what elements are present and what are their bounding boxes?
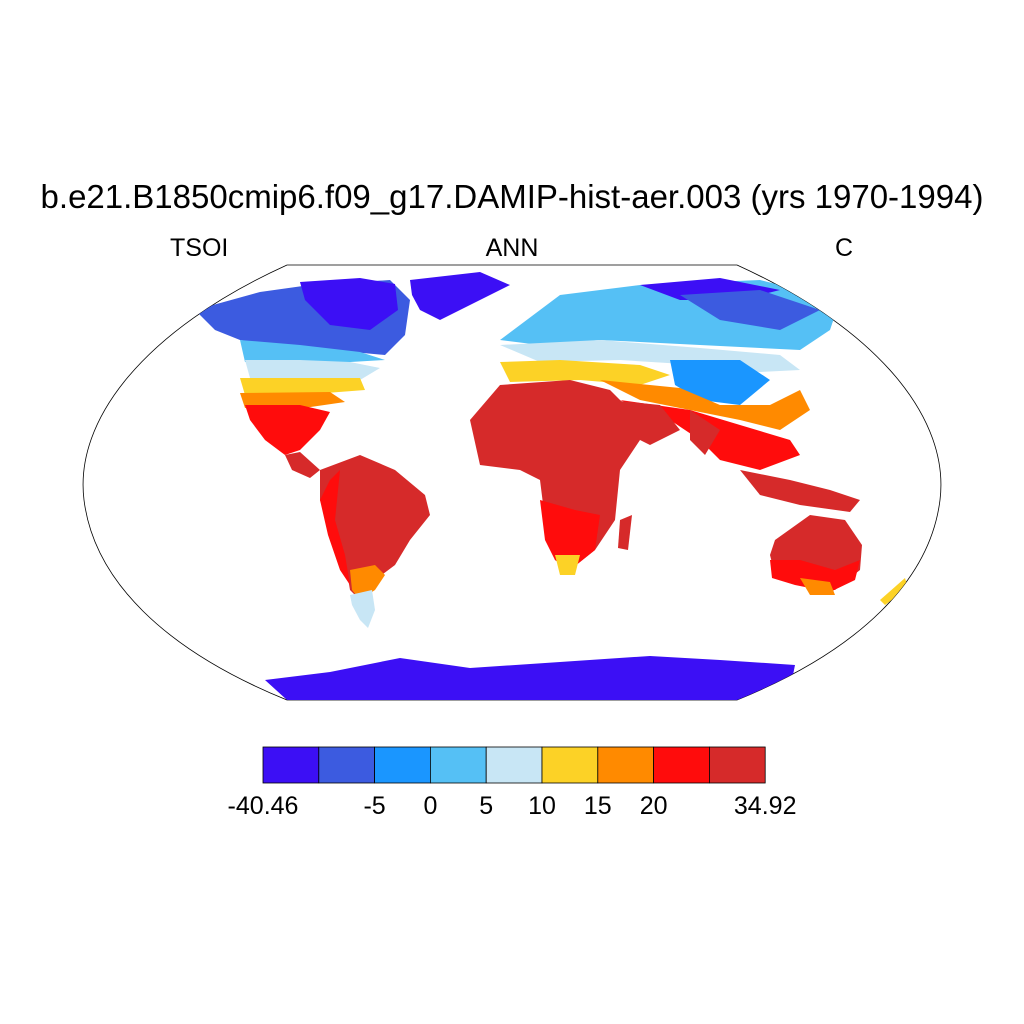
colorbar <box>262 746 766 784</box>
australia <box>770 515 862 595</box>
eurasia <box>500 278 840 470</box>
colorbar-tick-label: -40.46 <box>227 792 299 820</box>
south-america <box>320 455 430 628</box>
colorbar-swatch <box>318 746 375 784</box>
maritime-asia <box>740 470 860 512</box>
antarctica <box>265 656 795 700</box>
colorbar-swatch <box>597 746 654 784</box>
colorbar-swatch <box>262 746 320 784</box>
season-label: ANN <box>485 234 539 262</box>
colorbar-tick-label: 0 <box>423 792 438 820</box>
colorbar-swatch <box>709 746 766 784</box>
colorbar-tick-label: -5 <box>363 792 386 820</box>
colorbar-swatch <box>541 746 599 784</box>
colorbar-swatch <box>653 746 710 784</box>
colorbar-tick-label: 15 <box>583 792 612 820</box>
colorbar-swatch <box>485 746 543 784</box>
units-label: C <box>835 234 854 262</box>
colorbar-tick-label: 34.92 <box>733 792 797 820</box>
africa <box>470 380 680 575</box>
variable-label: TSOI <box>170 234 229 262</box>
colorbar-tick-label: 10 <box>528 792 556 820</box>
new-zealand <box>880 578 908 605</box>
colorbar-tick-label: 20 <box>639 792 668 820</box>
colorbar-tick-label: 5 <box>479 792 494 820</box>
greenland <box>410 272 510 320</box>
colorbar-swatch <box>429 746 487 784</box>
north-america <box>195 278 410 478</box>
plot-title: b.e21.B1850cmip6.f09_g17.DAMIP-hist-aer.… <box>40 178 984 215</box>
colorbar-swatch <box>374 746 431 784</box>
